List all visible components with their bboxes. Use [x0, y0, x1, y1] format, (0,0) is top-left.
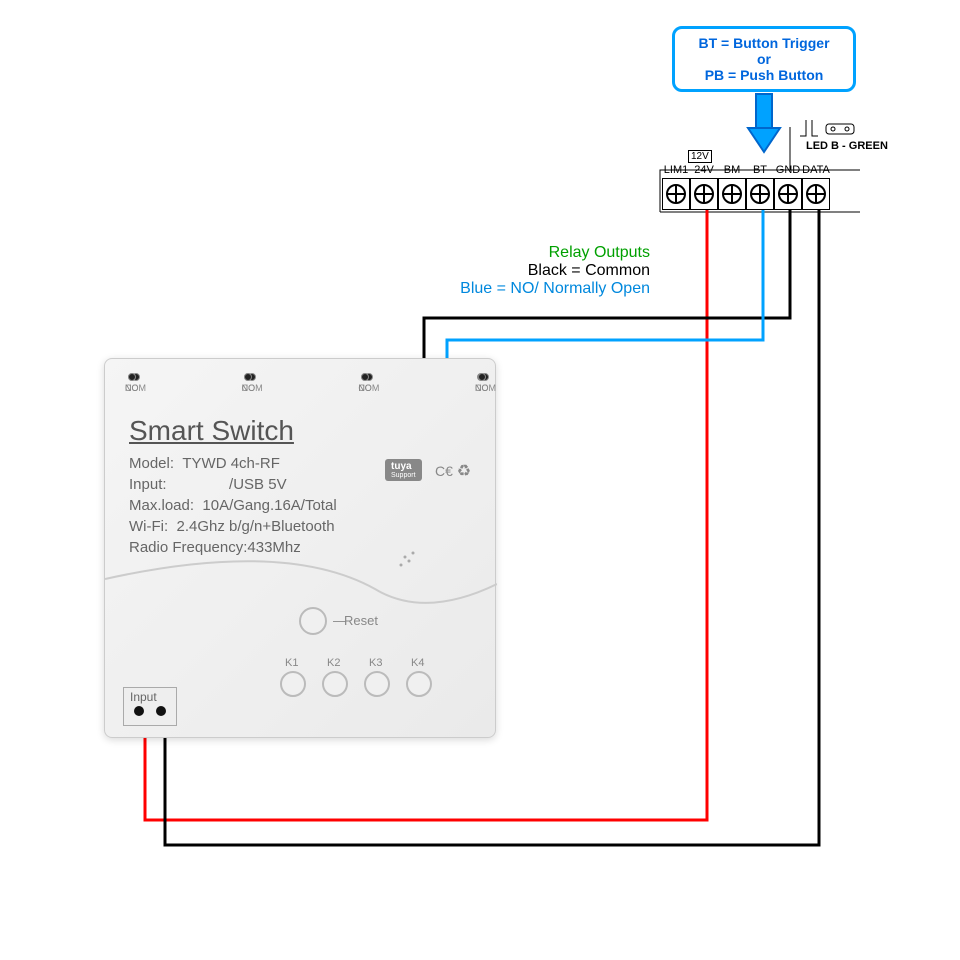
ce-mark: C€ ♻ — [435, 461, 471, 481]
term-24v — [690, 178, 718, 210]
callout-line1: BT = Button Trigger — [687, 35, 841, 51]
callout-arrow — [748, 94, 780, 152]
term-label-lim1: LIM1 — [662, 164, 690, 176]
term-label-bm: BM — [718, 164, 746, 176]
k3-label: K3 — [369, 657, 382, 669]
k2-label: K2 — [327, 657, 340, 669]
k1-label: K1 — [285, 657, 298, 669]
term-gnd — [774, 178, 802, 210]
legend-line2: Blue = NO/ Normally Open — [310, 280, 650, 298]
legend: Relay Outputs Black = Common Blue = NO/ … — [310, 244, 650, 298]
k1-button — [280, 671, 306, 697]
led-label: LED B - GREEN — [806, 140, 888, 152]
input-hole-left — [134, 706, 144, 716]
relay4-no: NO — [475, 371, 489, 393]
reset-label: —Reset — [333, 613, 378, 628]
input-hole-right — [156, 706, 166, 716]
term-data — [802, 178, 830, 210]
device-title: Smart Switch — [129, 415, 337, 447]
tuya-badge: tuya Support — [385, 459, 422, 481]
callout-line3: PB = Push Button — [687, 67, 841, 83]
legend-title: Relay Outputs — [310, 244, 650, 262]
device-input-box: Input — [123, 687, 177, 726]
term-label-gnd: GND — [774, 164, 802, 176]
k2-button — [322, 671, 348, 697]
term-label-24v: 24V — [690, 164, 718, 176]
callout-box: BT = Button Trigger or PB = Push Button — [672, 26, 856, 92]
term-lim1 — [662, 178, 690, 210]
terminal-top-label: 12V — [688, 150, 712, 163]
k4-label: K4 — [411, 657, 424, 669]
reset-button — [299, 607, 327, 635]
k3-button — [364, 671, 390, 697]
k4-button — [406, 671, 432, 697]
term-label-data: DATA — [802, 164, 830, 176]
term-label-bt: BT — [746, 164, 774, 176]
term-bm — [718, 178, 746, 210]
callout-line2: or — [687, 51, 841, 67]
term-bt — [746, 178, 774, 210]
legend-line1: Black = Common — [310, 262, 650, 280]
smart-switch-device: NC COM NO NC COM NO NC COM NO NC COM NO … — [104, 358, 496, 738]
